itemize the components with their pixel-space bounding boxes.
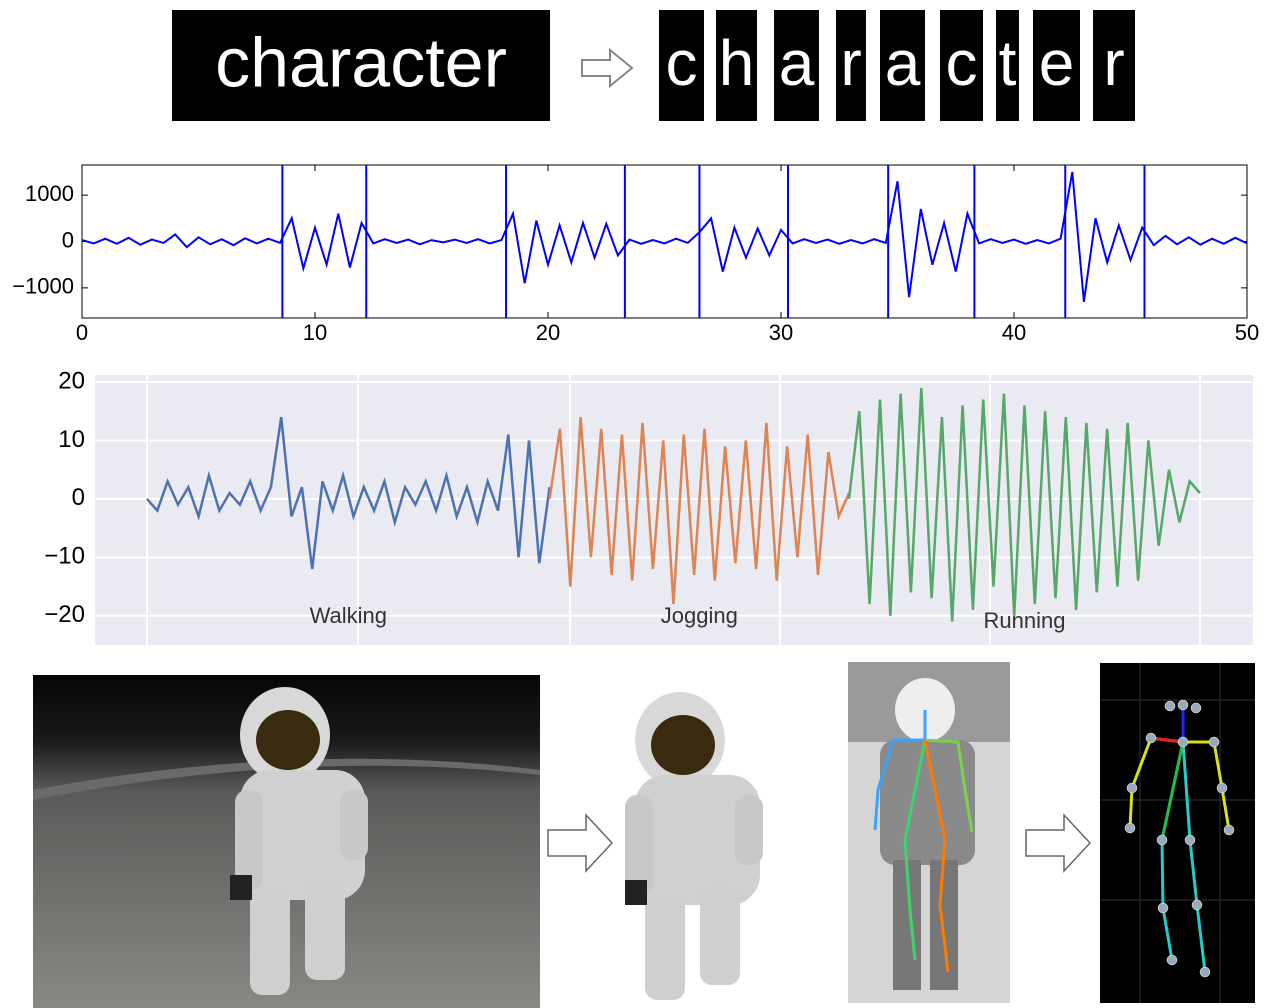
y-tick-label: 0 [62, 227, 74, 252]
letter-box [880, 10, 925, 121]
y-tick-label: 1000 [25, 181, 74, 206]
astronaut [230, 687, 368, 995]
letter: e [1039, 27, 1075, 99]
x-tick-label: 40 [1002, 320, 1026, 345]
letter: a [885, 27, 921, 99]
letter-box [774, 10, 819, 121]
letter-box [1033, 10, 1080, 121]
waveform [81, 171, 1248, 302]
arrow [581, 47, 634, 89]
y-tick-label: −20 [44, 601, 85, 628]
arrow [547, 813, 614, 873]
y-tick-label: −10 [44, 543, 85, 570]
series-label: Walking [310, 603, 387, 628]
signal-line [847, 387, 1201, 622]
word: character [215, 23, 507, 101]
letter: r [1103, 27, 1124, 99]
letter: a [779, 27, 815, 99]
y-tick-label: 10 [58, 426, 85, 453]
x-tick-label: 0 [76, 320, 88, 345]
signal-line [146, 416, 551, 570]
letter: c [666, 27, 698, 99]
letter-box [836, 10, 866, 121]
y-tick-label: 20 [58, 367, 85, 394]
letter-box [1093, 10, 1135, 121]
y-tick-label: −1000 [12, 274, 74, 299]
x-tick-label: 10 [303, 320, 327, 345]
letter-box [996, 10, 1019, 121]
x-tick-label: 50 [1235, 320, 1259, 345]
signal-line [548, 417, 851, 605]
word-box [172, 10, 550, 121]
letter-box [940, 10, 983, 121]
plot-frame [81, 164, 1248, 319]
letter: r [840, 27, 861, 99]
series-label: Running [984, 608, 1066, 633]
letter-box [716, 10, 757, 121]
moon-photo [33, 675, 540, 1008]
skeleton [1100, 663, 1255, 1003]
y-tick-label: 0 [72, 484, 85, 511]
pose-photo [848, 662, 1010, 1003]
arrow [1025, 813, 1092, 873]
letter: c [946, 27, 978, 99]
astronaut-cutout [625, 692, 763, 1000]
letter-box [659, 10, 704, 121]
letter: h [719, 27, 755, 99]
series-label: Jogging [661, 603, 738, 628]
x-tick-label: 30 [769, 320, 793, 345]
letter: t [999, 27, 1017, 99]
x-tick-label: 20 [536, 320, 560, 345]
